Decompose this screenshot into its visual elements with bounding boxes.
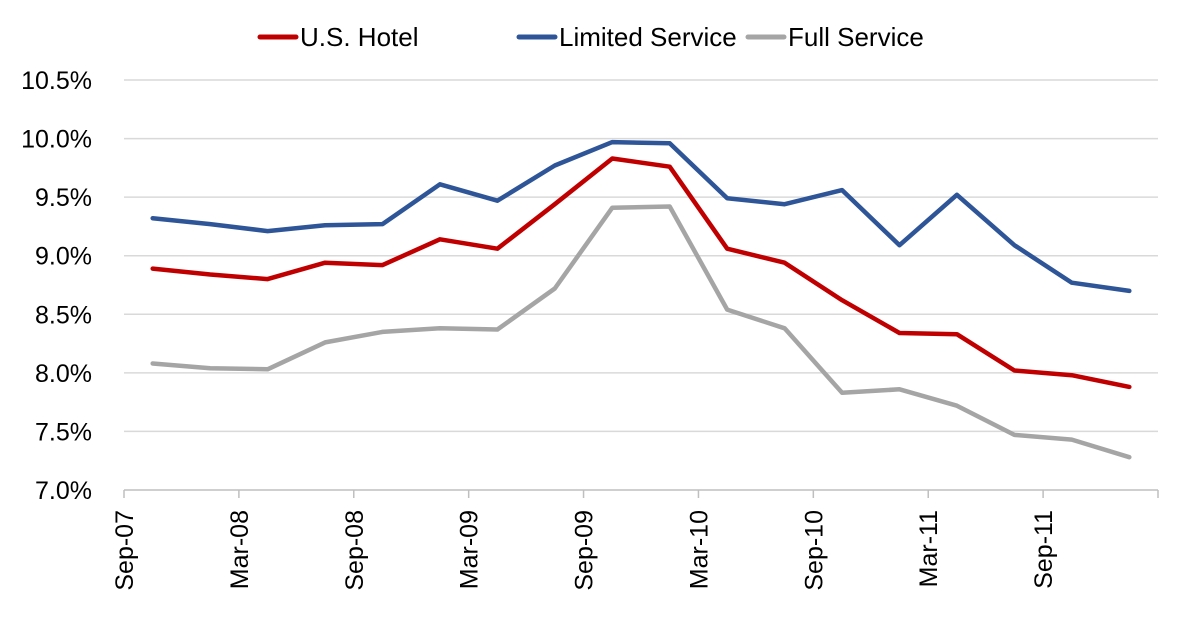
x-axis: Sep-07 Mar-08 Sep-08 Mar-09 Sep-09 Mar-10 Sep-… bbox=[111, 489, 1159, 591]
legend-label: Full Service bbox=[788, 22, 924, 52]
y-tick-label: 9.5% bbox=[35, 184, 92, 212]
x-tick-label: Mar-10 bbox=[685, 510, 713, 589]
x-tick-label: Mar-08 bbox=[226, 510, 254, 589]
x-tick-label: Sep-11 bbox=[1030, 510, 1058, 589]
x-tick-label: Sep-07 bbox=[111, 510, 139, 591]
legend: U.S. Hotel Limited Service Full Service bbox=[257, 22, 924, 52]
legend-label: Limited Service bbox=[559, 22, 737, 52]
series-line-limited-service bbox=[150, 139, 1132, 294]
y-tick-label: 8.5% bbox=[35, 301, 92, 329]
y-axis-tick-labels: 7.0% 7.5% 8.0% 8.5% 9.0% 9.5% 10.0% 10.5% bbox=[21, 67, 92, 505]
y-tick-label: 9.0% bbox=[35, 243, 92, 271]
series-lines bbox=[150, 139, 1132, 460]
series-line-u-s-hotel bbox=[150, 156, 1132, 390]
x-tick-label: Sep-09 bbox=[571, 510, 599, 591]
y-tick-label: 7.0% bbox=[35, 477, 92, 505]
x-tick-label: Sep-08 bbox=[341, 510, 369, 591]
y-tick-label: 7.5% bbox=[35, 418, 92, 446]
x-tick-label: Sep-10 bbox=[800, 510, 828, 591]
legend-label: U.S. Hotel bbox=[300, 22, 419, 52]
series-line-full-service bbox=[150, 204, 1132, 460]
gridlines bbox=[124, 79, 1158, 433]
y-tick-label: 8.0% bbox=[35, 360, 92, 388]
y-tick-label: 10.0% bbox=[21, 126, 92, 154]
x-tick-label: Mar-11 bbox=[915, 510, 943, 587]
y-tick-label: 10.5% bbox=[21, 67, 92, 95]
x-tick-label: Mar-09 bbox=[456, 510, 484, 589]
